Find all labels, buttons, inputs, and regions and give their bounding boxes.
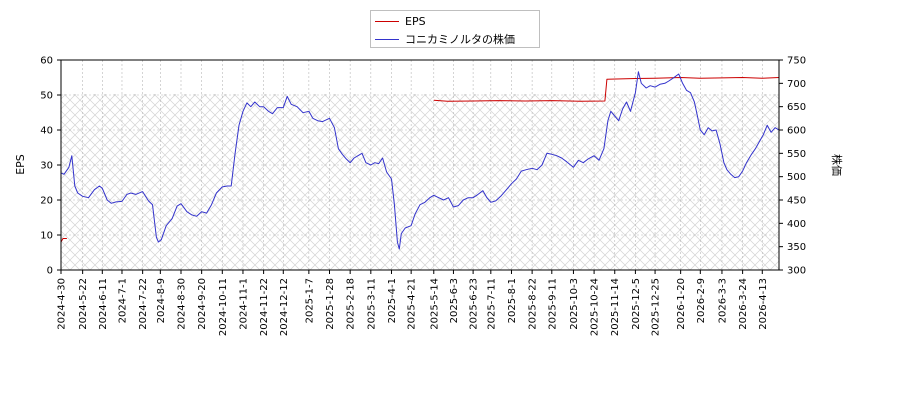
x-tick-label: 2025-5-14 [429, 278, 440, 330]
x-tick-label: 2026-4-13 [758, 278, 769, 330]
x-tick-label: 2025-12-5 [631, 278, 642, 330]
legend-swatch-eps [375, 20, 399, 22]
right-axis: 300 350 400 450 500 550 600 650 700 750 [779, 56, 806, 277]
y-left-tick-label: 40 [40, 126, 53, 137]
y-left-tick-label: 60 [40, 56, 53, 67]
y-left-title: EPS [13, 154, 27, 175]
x-tick-label: 2025-10-3 [569, 278, 580, 330]
x-tick-label: 2026-3-24 [738, 278, 749, 330]
legend-label-eps: EPS [405, 14, 426, 28]
y-right-tick-label: 400 [787, 219, 806, 230]
x-tick-label: 2024-8-30 [176, 278, 187, 330]
legend-item-price: コニカミノルタの株価 [375, 31, 515, 47]
x-tick-label: 2024-7-1 [117, 278, 128, 323]
y-left-tick-label: 0 [47, 266, 53, 277]
x-tick-label: 2025-8-1 [507, 278, 518, 323]
legend: EPS コニカミノルタの株価 [370, 10, 540, 48]
y-left-tick-label: 30 [40, 161, 53, 172]
eps-line [433, 77, 779, 102]
x-tick-label: 2024-4-30 [57, 278, 68, 330]
x-tick-label: 2025-6-3 [449, 278, 460, 323]
plot-hatch-area [61, 94, 779, 270]
x-tick-label: 2024-9-20 [197, 278, 208, 330]
y-right-tick-label: 500 [787, 172, 806, 183]
x-tick-label: 2025-4-21 [407, 278, 418, 330]
y-right-tick-label: 600 [787, 126, 806, 137]
x-tick-label: 2026-1-20 [676, 278, 687, 330]
x-tick-label: 2024-6-11 [98, 278, 109, 330]
price-line [61, 71, 779, 250]
legend-swatch-price [375, 38, 399, 40]
x-tick-label: 2024-7-22 [138, 278, 149, 330]
x-tick-label: 2025-4-1 [387, 278, 398, 323]
x-tick-label: 2025-7-11 [486, 278, 497, 330]
y-right-tick-label: 700 [787, 79, 806, 90]
eps-line [61, 238, 67, 243]
y-left-tick-label: 10 [40, 231, 53, 242]
x-tick-label: 2025-8-22 [528, 278, 539, 330]
x-tick-label: 2025-12-25 [651, 278, 662, 336]
x-tick-label: 2024-10-11 [218, 278, 229, 336]
x-tick-label: 2026-2-9 [696, 278, 707, 323]
x-tick-label: 2025-3-11 [366, 278, 377, 330]
y-right-tick-label: 450 [787, 196, 806, 207]
x-tick-label: 2026-3-3 [717, 278, 728, 323]
x-tick-label: 2024-11-22 [259, 278, 270, 336]
y-right-tick-label: 300 [787, 266, 806, 277]
y-right-title: 株価 [830, 154, 843, 176]
left-axis: 0 10 20 30 40 50 60 [40, 56, 61, 277]
x-tick-label: 2025-1-7 [304, 278, 315, 323]
x-tick-label: 2025-1-28 [325, 278, 336, 330]
y-right-tick-label: 650 [787, 102, 806, 113]
x-tick-label: 2024-11-1 [238, 278, 249, 330]
x-tick-label: 2025-9-11 [547, 278, 558, 330]
x-tick-label: 2025-2-18 [346, 278, 357, 330]
y-left-tick-label: 50 [40, 91, 53, 102]
grid-layer [60, 59, 779, 271]
x-tick-label: 2025-6-23 [469, 278, 480, 330]
x-tick-label: 2024-5-22 [78, 278, 89, 330]
y-right-tick-label: 350 [787, 242, 806, 253]
y-right-tick-label: 550 [787, 149, 806, 160]
x-tick-label: 2025-10-24 [590, 278, 601, 336]
y-right-tick-label: 750 [787, 56, 806, 67]
legend-label-price: コニカミノルタの株価 [405, 33, 515, 46]
x-axis: 2024-4-30 2024-5-22 2024-6-11 2024-7-1 2024-… [57, 270, 769, 336]
series-layer [61, 71, 779, 250]
x-tick-label: 2024-12-12 [279, 278, 290, 336]
x-tick-label: 2024-8-9 [156, 278, 167, 323]
legend-item-eps: EPS [375, 13, 426, 29]
x-tick-label: 2025-11-14 [610, 278, 621, 336]
y-left-tick-label: 20 [40, 196, 53, 207]
